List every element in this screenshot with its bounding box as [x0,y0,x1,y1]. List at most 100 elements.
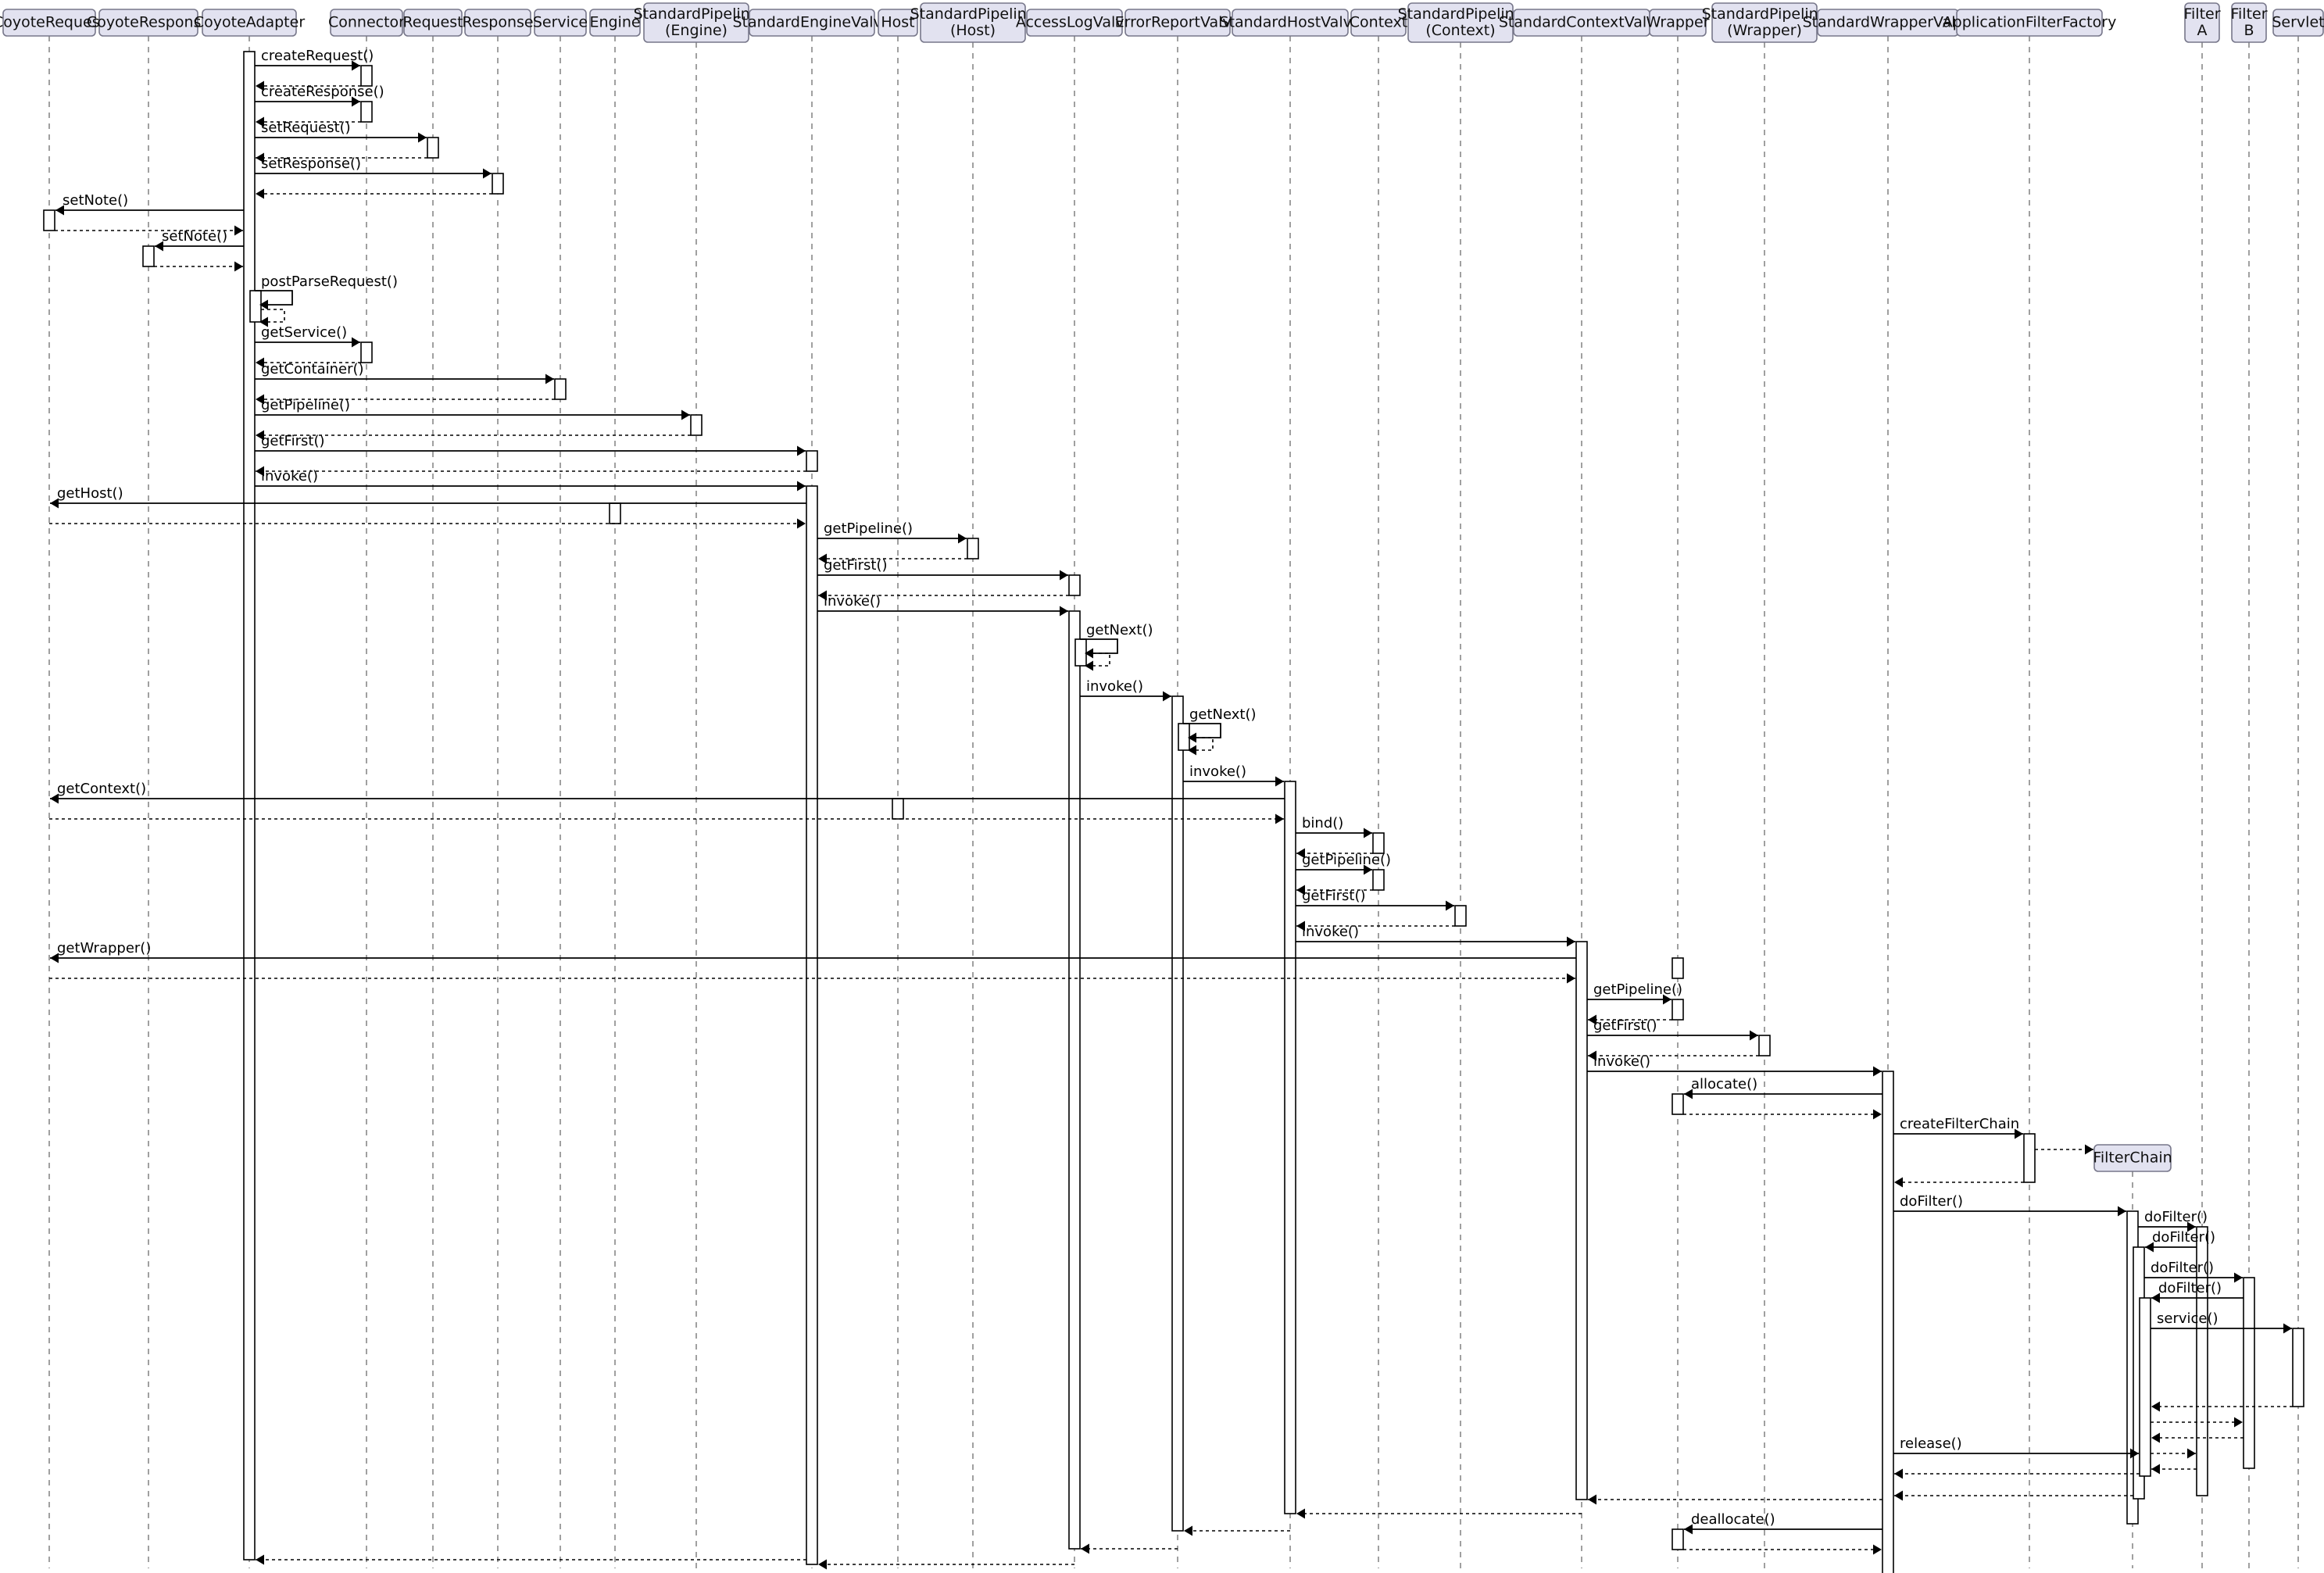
message-label-m39: bind() [1302,815,1343,831]
participant-response[interactable]: Response [462,9,534,37]
message-m59: doFilter() [2138,1209,2208,1232]
message-label-m46: getWrapper() [57,940,151,956]
message-m28: getFirst() [817,557,1068,581]
message-m68 [2151,1464,2197,1475]
participant-box-filterA[interactable] [2184,2,2220,43]
arrow-head-m39 [1364,828,1372,838]
message-m57 [1894,1177,2024,1188]
message-m50: getFirst() [1587,1017,1758,1041]
participant-service[interactable]: Service [533,9,588,37]
message-m61: doFilter() [2144,1260,2243,1283]
arrow-head-m71 [1684,1524,1693,1535]
message-m73 [1588,1494,1882,1505]
participant-servlet[interactable]: Servlet [2272,9,2324,37]
arrow-head-m42 [1296,885,1305,896]
participant-heads-layer: CoyoteRequestCoyoteResponseCoyoteAdapter… [0,2,2324,1172]
participant-hostValve[interactable]: StandardHostValve [1219,9,1361,37]
participant-box-host[interactable] [878,9,918,37]
message-m07: setResponse() [255,156,492,179]
participant-box-service[interactable] [534,9,587,37]
message-m54 [1683,1109,1882,1120]
activation-act-connector-2 [360,101,373,123]
participant-box-pipelineHost[interactable] [920,2,1026,43]
participant-contextValve[interactable]: StandardContextValve [1499,9,1664,37]
participant-box-engine[interactable] [589,9,641,37]
participant-box-pipelineWrapper[interactable] [1711,2,1818,43]
activation-act-adapter-main [243,51,256,1560]
participant-box-filterFactory[interactable] [1956,9,2103,37]
message-m51 [1588,1050,1759,1061]
participant-pipelineWrapper[interactable]: StandardPipeline(Wrapper) [1702,2,1828,43]
participant-box-accessLogValve[interactable] [1026,9,1123,37]
participant-pipelineHost[interactable]: StandardPipeline(Host) [910,2,1036,43]
arrow-head-m27 [818,553,827,564]
participant-wrapperValve[interactable]: StandardWrapperValve [1803,9,1974,37]
participant-coyoteRequest[interactable]: CoyoteRequest [0,9,105,37]
message-m09: setNote() [55,192,244,216]
participant-box-coyoteRequest[interactable] [2,9,96,37]
participant-coyoteAdapter[interactable]: CoyoteAdapter [194,9,305,37]
arrow-head-m09 [55,205,64,216]
participant-label-request-line0: Request [402,14,463,31]
arrow-head-m45 [1567,936,1575,947]
message-m05: setRequest() [255,120,427,143]
participant-context[interactable]: Context [1350,9,1407,37]
message-label-m13: postParseRequest() [261,273,398,290]
participant-accessLogValve[interactable]: AccessLogValve [1016,9,1133,37]
participant-coyoteResponse[interactable]: CoyoteResponse [87,9,210,37]
participant-box-coyoteAdapter[interactable] [202,9,297,37]
participant-box-context[interactable] [1350,9,1407,37]
participant-pipelineContext[interactable]: StandardPipeline(Context) [1398,2,1524,43]
participant-box-response[interactable] [464,9,531,37]
participant-box-pipelineContext[interactable] [1407,2,1514,43]
arrow-head-m10 [234,225,243,236]
message-m33: invoke() [1080,678,1171,702]
participant-label-hostValve-line0: StandardHostValve [1219,14,1360,31]
message-m38 [49,813,1284,824]
participant-box-connector[interactable] [330,9,403,37]
arrow-head-m28 [1060,570,1068,581]
message-m21: getFirst() [255,433,806,456]
participant-box-errorReportValve[interactable] [1124,9,1231,37]
participant-box-request[interactable] [403,9,463,37]
participant-label-filterB-line1: B [2244,22,2254,39]
participant-wrapper[interactable]: Wrapper [1646,9,1710,37]
arrow-head-m47 [1567,973,1575,984]
participant-box-wrapper[interactable] [1649,9,1707,37]
participant-box-hostValve[interactable] [1232,9,1349,37]
activation-act-wrapper-3 [1671,1093,1684,1115]
arrow-head-m33 [1163,691,1171,702]
message-m36: invoke() [1183,763,1284,787]
participant-box-filterB[interactable] [2231,2,2267,43]
participant-box-servlet[interactable] [2272,9,2324,37]
arrow-head-m21 [797,445,806,456]
participant-host[interactable]: Host [878,9,918,37]
participant-request[interactable]: Request [402,9,463,37]
participant-engine[interactable]: Engine [589,9,641,37]
message-m55: createFilterChain [1893,1116,2023,1139]
message-label-m07: setResponse() [261,156,361,172]
participant-label-coyoteRequest-line0: CoyoteRequest [0,14,105,31]
participant-pipelineEngine[interactable]: StandardPipeline(Engine) [634,2,760,43]
message-m45: invoke() [1296,924,1575,947]
participant-filterChain[interactable]: FilterChain [2093,1144,2172,1172]
participant-box-filterChain[interactable] [2093,1144,2172,1172]
participant-box-coyoteResponse[interactable] [98,9,198,37]
participant-box-pipelineEngine[interactable] [643,2,749,43]
participant-connector[interactable]: Connector [328,9,405,37]
participant-engineValve[interactable]: StandardEngineValve [733,9,892,37]
arrow-head-m54 [1873,1109,1882,1120]
participant-errorReportValve[interactable]: ErrorReportValve [1115,9,1241,37]
arrow-head-m11 [155,241,163,252]
participant-filterFactory[interactable]: ApplicationFilterFactory [1943,9,2117,37]
message-m18 [256,394,555,405]
arrow-head-m08 [256,188,264,199]
arrow-head-m04 [256,116,264,127]
participant-box-engineValve[interactable] [749,9,875,37]
arrow-head-m59 [2187,1221,2196,1232]
arrow-head-m40 [1296,848,1305,859]
message-m30: invoke() [817,593,1068,617]
message-label-mx1: release() [1900,1435,1962,1452]
